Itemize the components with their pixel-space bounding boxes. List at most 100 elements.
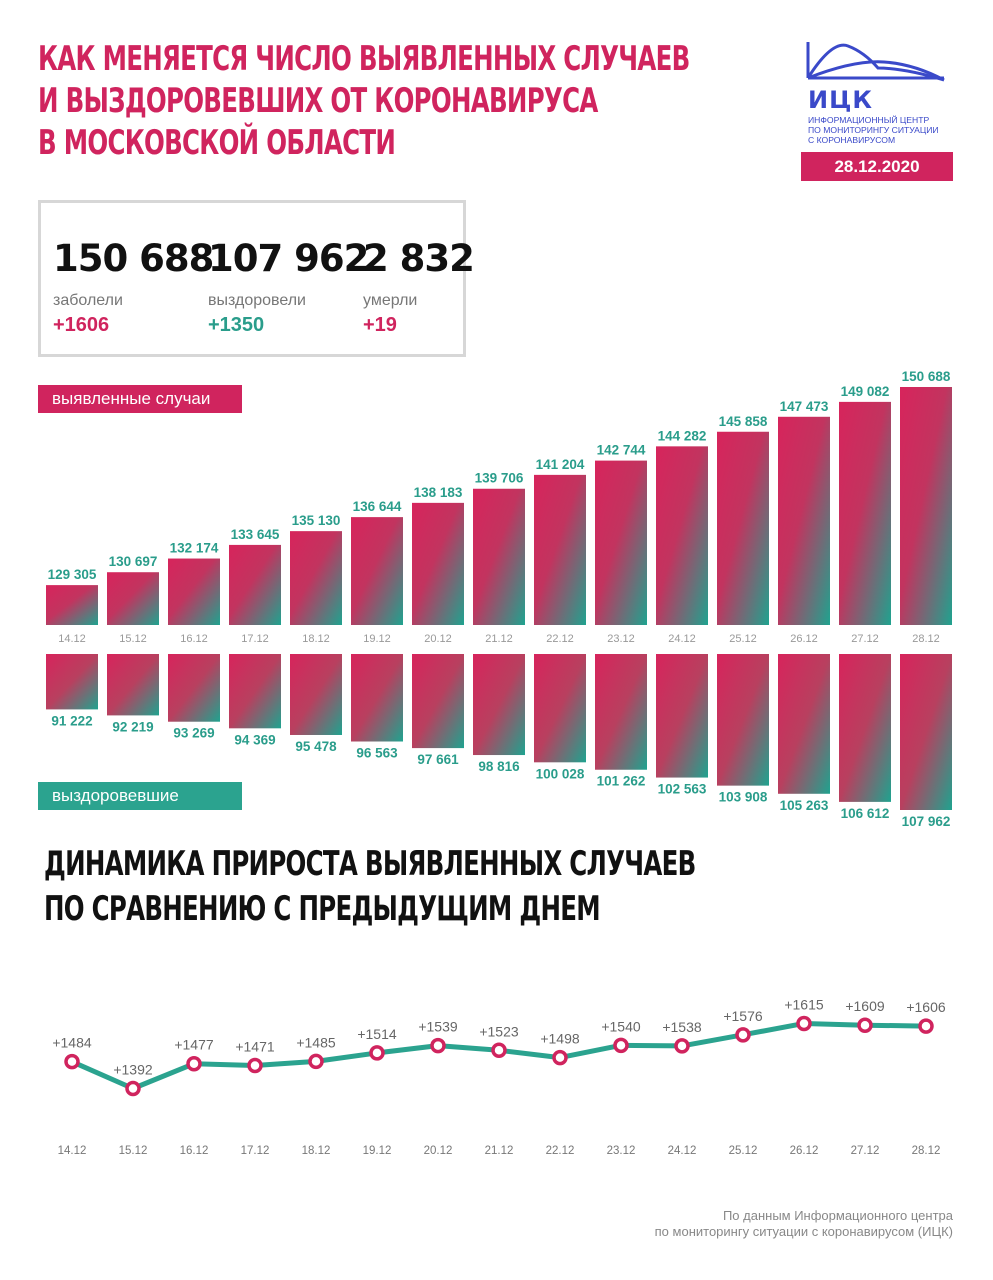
x-tick-label: 14.12 [58,633,86,645]
x-tick-label: 17.12 [241,633,269,645]
recovered-bar [229,654,281,729]
recovered-value-label: 106 612 [841,806,890,821]
line-point [491,1042,507,1059]
line-x-tick-label: 16.12 [180,1145,209,1157]
line-point [735,1027,751,1043]
x-tick-label: 24.12 [668,633,696,645]
line-point [918,1018,934,1034]
line-point [674,1038,690,1054]
x-tick-label: 20.12 [424,633,452,645]
recovered-value-label: 103 908 [719,790,768,805]
line-point [857,1017,873,1033]
case-value-label: 142 744 [597,443,646,458]
recovered-value-label: 102 563 [658,782,707,797]
line-x-tick-label: 19.12 [363,1145,392,1157]
line-x-tick-label: 27.12 [851,1145,880,1157]
line-value-label: +1498 [540,1031,580,1047]
line-value-label: +1615 [784,996,824,1012]
case-bar [839,401,891,625]
total-cases-value: 150 688 [53,237,214,280]
case-value-label: 133 645 [231,527,280,542]
recovered-bar [107,654,159,716]
case-value-label: 138 183 [414,485,463,500]
case-value-label: 145 858 [719,414,768,429]
total-cases-label: заболели [53,292,123,309]
line-value-label: +1538 [662,1019,702,1035]
line-x-tick-label: 25.12 [729,1145,758,1157]
recovered-bar [351,654,403,742]
case-bar [46,585,98,625]
logo-subtitle: Информационный центр по мониторингу ситу… [808,115,958,145]
recovered-bar [534,654,586,763]
recovered-bar [778,654,830,794]
section-title-line-1: Динамика прироста выявленных случаев [44,844,696,884]
x-tick-label: 18.12 [302,633,330,645]
total-deaths: 2 832 умерли +19 [363,237,475,337]
cases-tag: выявленные случаи [38,385,242,413]
line-x-tick-label: 21.12 [485,1145,514,1157]
recovered-value-label: 92 219 [112,719,153,734]
logo-icon [806,42,945,82]
case-bar [107,572,159,625]
line-value-label: +1606 [906,999,946,1015]
case-value-label: 147 473 [780,399,829,414]
line-x-tick-label: 28.12 [912,1145,941,1157]
line-value-label: +1523 [479,1023,519,1039]
case-bar [534,474,586,625]
line-point [247,1057,263,1074]
case-bar [412,502,464,625]
line-point [125,1080,141,1097]
x-tick-label: 25.12 [729,633,757,645]
line-point [796,1015,812,1032]
recovered-value-label: 101 262 [597,774,646,789]
title-line-1: Как меняется число выявленных случаев [38,39,690,79]
recovered-value-label: 98 816 [478,759,520,774]
line-value-label: +1484 [52,1035,92,1051]
recovered-value-label: 97 661 [417,752,459,767]
case-bar [595,460,647,625]
line-value-label: +1514 [357,1026,397,1042]
line-value-label: +1540 [601,1018,641,1034]
logo-name: ИЦК [808,86,873,114]
case-bar [168,558,220,625]
line-value-label: +1609 [845,998,885,1014]
total-deaths-value: 2 832 [363,237,475,280]
recovered-bar [168,654,220,722]
recovered-value-label: 91 222 [51,713,92,728]
line-value-label: +1471 [235,1038,275,1054]
recovered-bar [717,654,769,786]
recovered-value-label: 96 563 [356,746,398,761]
total-cases-delta: +1606 [53,314,110,336]
case-bar [900,387,952,625]
logo-sub-line-1: Информационный центр [808,115,930,125]
total-deaths-delta: +19 [363,314,397,336]
recovered-value-label: 93 269 [173,726,214,741]
total-deaths-label: умерли [363,292,418,309]
x-tick-label: 22.12 [546,633,574,645]
x-tick-label: 23.12 [607,633,635,645]
case-value-label: 132 174 [170,541,219,556]
line-point [613,1037,629,1054]
section-title: Динамика прироста выявленных случаев по … [44,842,696,932]
case-bar [229,544,281,625]
case-value-label: 149 082 [841,384,890,399]
line-point [64,1053,80,1070]
case-value-label: 135 130 [292,513,341,528]
line-x-tick-label: 17.12 [241,1145,270,1157]
recovered-value-label: 105 263 [780,798,829,813]
totals-box: 150 688 заболели +1606 107 962 выздорове… [38,200,475,357]
recovered-bar [656,654,708,778]
x-tick-label: 21.12 [485,633,513,645]
line-point [308,1053,324,1070]
line-x-tick-label: 18.12 [302,1145,331,1157]
recovered-bar [900,654,952,810]
x-tick-label: 19.12 [363,633,391,645]
line-value-label: +1477 [174,1037,214,1053]
date-badge: 28.12.2020 [801,152,953,181]
case-value-label: 129 305 [48,567,97,582]
recovered-bar [46,654,98,710]
case-bar [656,446,708,625]
case-value-label: 141 204 [536,457,585,472]
case-value-label: 136 644 [353,499,402,514]
page-title: Как меняется число выявленных случаев и … [38,38,690,164]
